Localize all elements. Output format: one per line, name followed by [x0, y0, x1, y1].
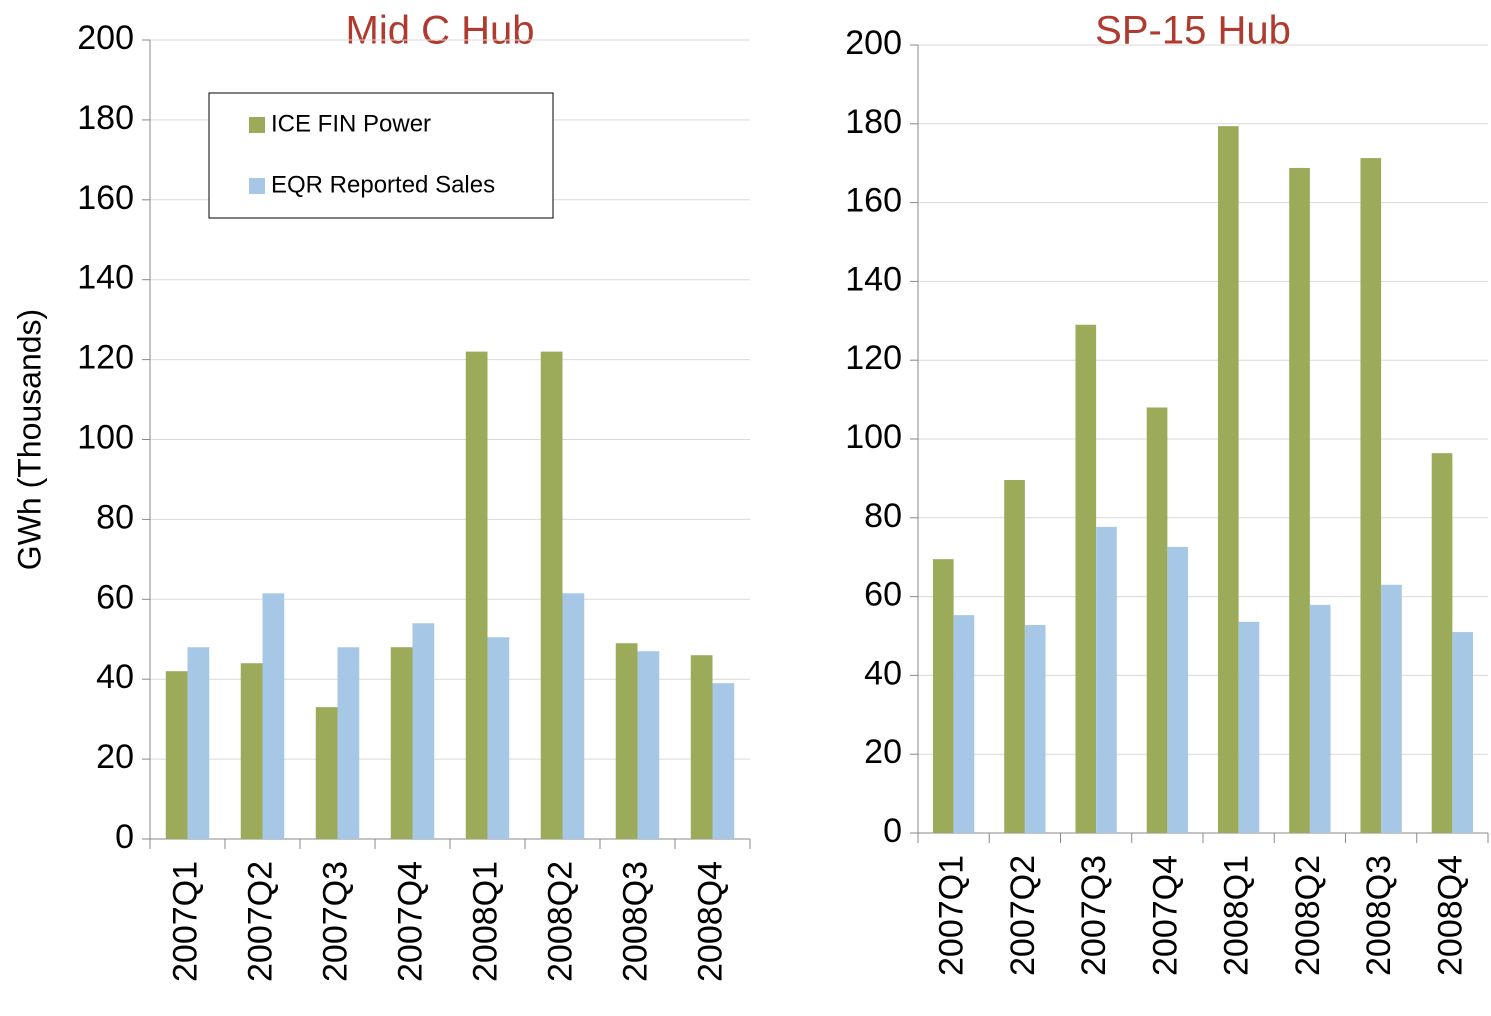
chart-title: Mid C Hub — [346, 9, 535, 53]
y-tick-label: 20 — [96, 738, 134, 776]
x-tick-label: 2007Q1 — [933, 855, 971, 976]
bar — [615, 643, 638, 839]
bar — [1004, 479, 1025, 833]
x-tick-label: 2007Q3 — [316, 861, 354, 982]
bar — [1096, 526, 1117, 833]
bar — [1217, 126, 1239, 833]
y-tick-label: 100 — [845, 418, 902, 456]
x-tick-label: 2008Q3 — [1360, 855, 1398, 976]
bar — [412, 623, 435, 839]
bar — [1024, 624, 1046, 833]
legend-swatch — [249, 117, 265, 133]
chart-title: SP-15 Hub — [1095, 9, 1291, 53]
x-tick-label: 2007Q2 — [1004, 855, 1042, 976]
y-tick-label: 40 — [96, 658, 134, 696]
bar — [932, 559, 954, 833]
x-tick-label: 2007Q4 — [1146, 855, 1184, 976]
bar — [562, 593, 585, 839]
y-tick-label: 180 — [845, 103, 902, 141]
legend-swatch — [249, 178, 265, 194]
y-tick-label: 180 — [77, 99, 134, 137]
y-tick-label: 0 — [115, 818, 134, 856]
bar — [487, 637, 510, 839]
y-tick-label: 40 — [864, 654, 902, 692]
y-tick-label: 160 — [845, 182, 902, 220]
bar — [165, 671, 188, 839]
bar — [1431, 453, 1453, 833]
y-tick-label: 80 — [864, 497, 902, 535]
y-tick-label: 60 — [96, 578, 134, 616]
bar — [240, 663, 263, 839]
x-tick-label: 2008Q4 — [691, 861, 729, 982]
y-tick-label: 200 — [845, 24, 902, 62]
x-tick-label: 2008Q2 — [1289, 855, 1327, 976]
bar — [1309, 604, 1331, 833]
y-tick-label: 60 — [864, 576, 902, 614]
bar — [1075, 324, 1097, 833]
x-tick-label: 2007Q2 — [241, 861, 279, 982]
x-tick-label: 2007Q3 — [1075, 855, 1113, 976]
x-tick-label: 2008Q1 — [1218, 855, 1256, 976]
y-tick-label: 100 — [77, 418, 134, 456]
y-tick-label: 120 — [845, 339, 902, 377]
bar — [953, 615, 975, 833]
bar — [1452, 632, 1474, 833]
bar — [1381, 584, 1402, 833]
bar — [1289, 167, 1310, 834]
bar — [337, 647, 360, 839]
x-tick-label: 2008Q2 — [541, 861, 579, 982]
bar — [315, 707, 338, 839]
bar — [690, 655, 713, 839]
y-tick-label: 200 — [77, 19, 134, 57]
bar — [390, 647, 413, 839]
x-tick-label: 2008Q4 — [1431, 855, 1469, 976]
bar — [1238, 621, 1260, 833]
bar — [712, 683, 735, 839]
bar — [1167, 546, 1189, 833]
bar — [187, 647, 210, 839]
y-axis-label: GWh (Thousands) — [11, 309, 47, 570]
y-tick-label: 0 — [883, 812, 902, 850]
bar — [637, 651, 660, 839]
y-tick-label: 160 — [77, 179, 134, 217]
y-tick-label: 140 — [77, 259, 134, 297]
y-tick-label: 80 — [96, 498, 134, 536]
bar — [1146, 407, 1168, 833]
x-tick-label: 2007Q1 — [166, 861, 204, 982]
bar — [262, 593, 285, 839]
legend-label: ICE FIN Power — [271, 110, 431, 137]
bar — [540, 351, 563, 839]
x-tick-label: 2008Q1 — [466, 861, 504, 982]
legend-label: EQR Reported Sales — [271, 171, 495, 198]
legend-box — [208, 92, 554, 219]
x-tick-label: 2007Q4 — [391, 861, 429, 982]
bar — [1360, 158, 1382, 833]
y-tick-label: 20 — [864, 733, 902, 771]
y-tick-label: 140 — [845, 260, 902, 298]
y-tick-label: 120 — [77, 339, 134, 377]
bar — [465, 351, 488, 839]
x-tick-label: 2008Q3 — [616, 861, 654, 982]
